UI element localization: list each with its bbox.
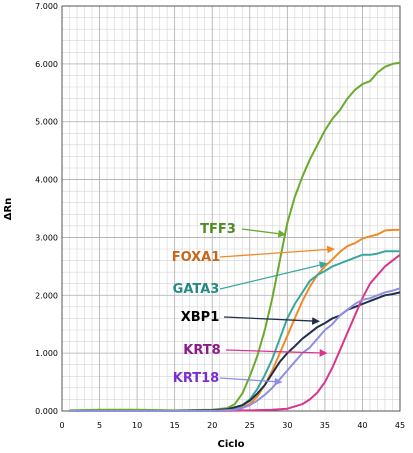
annotation-arrow-tff3 <box>241 228 287 238</box>
y-tick-label: 6.000 <box>35 60 58 69</box>
y-tick-label: 2.000 <box>35 291 58 300</box>
x-tick-label: 45 <box>395 421 405 430</box>
annotation-arrow-gata3 <box>219 261 328 290</box>
x-tick-label: 25 <box>245 421 255 430</box>
series-line-xbp1 <box>69 291 401 412</box>
x-tick-label: 40 <box>357 421 367 430</box>
y-tick-label: 1.000 <box>35 349 58 358</box>
x-tick-labels: 0 5 10 15 20 25 30 35 40 45 <box>59 421 405 430</box>
annotation-arrow-krt8 <box>225 349 328 357</box>
y-tick-label: 0.000 <box>35 407 58 416</box>
x-tick-label: 15 <box>170 421 180 430</box>
series-annotations: TFF3 FOXA1 GATA3 XBP1 KRT8 KRT18 <box>172 222 335 386</box>
series-line-krt8 <box>69 254 401 412</box>
x-tick-label: 30 <box>282 421 292 430</box>
x-tick-label: 35 <box>320 421 330 430</box>
y-tick-label: 3.000 <box>35 233 58 242</box>
annotation-label-krt8: KRT8 <box>183 343 220 358</box>
annotation-arrow-foxa1 <box>219 245 335 258</box>
series-lines <box>69 61 401 412</box>
x-tick-label: 0 <box>59 421 64 430</box>
series-line-krt18 <box>69 287 401 412</box>
annotation-label-tff3: TFF3 <box>200 222 236 237</box>
annotation-label-xbp1: XBP1 <box>181 310 220 325</box>
y-tick-label: 5.000 <box>35 118 58 127</box>
x-tick-label: 10 <box>132 421 142 430</box>
x-axis-label: Ciclo <box>218 439 245 450</box>
annotation-arrow-krt18 <box>219 377 283 386</box>
y-tick-label: 7.000 <box>35 2 58 11</box>
annotation-label-foxa1: FOXA1 <box>172 250 221 265</box>
y-tick-labels: 0.000 1.000 2.000 3.000 4.000 5.000 6.000 7.000 <box>35 2 58 416</box>
y-tick-label: 4.000 <box>35 176 58 185</box>
annotation-arrow-xbp1 <box>223 316 320 325</box>
annotation-label-gata3: GATA3 <box>173 282 220 297</box>
y-axis-label: ΔRn <box>3 198 14 221</box>
x-tick-label: 20 <box>207 421 217 430</box>
x-tick-label: 5 <box>97 421 102 430</box>
annotation-label-krt18: KRT18 <box>173 371 219 386</box>
